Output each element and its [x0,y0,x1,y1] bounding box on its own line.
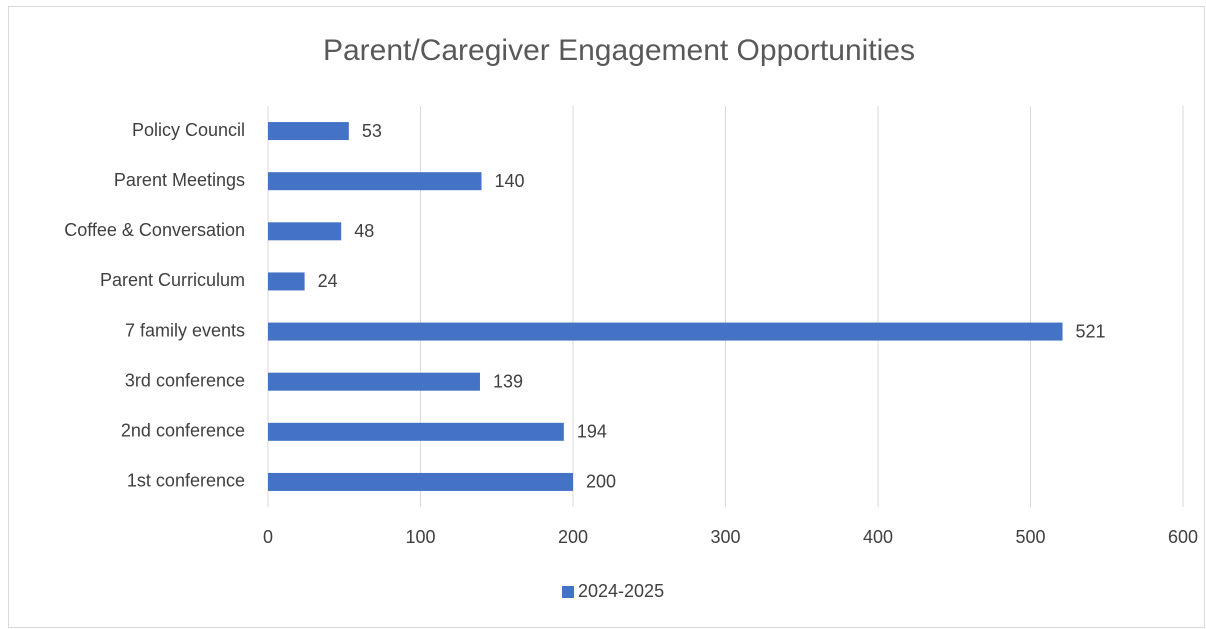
data-label: 200 [586,472,616,492]
bar [268,172,482,191]
y-tick-label: Coffee & Conversation [64,220,245,240]
y-tick-label: Parent Meetings [114,170,245,190]
chart-border [8,6,1205,628]
bar [268,122,349,141]
x-tick-label: 0 [263,527,273,547]
y-tick-label: Parent Curriculum [100,270,245,290]
bar [268,322,1063,341]
y-tick-label: 2nd conference [121,421,245,441]
x-tick-label: 200 [558,527,588,547]
data-label: 521 [1076,321,1106,341]
data-label: 53 [362,121,382,141]
x-tick-label: 600 [1168,527,1198,547]
bar [268,422,564,441]
legend-swatch [562,586,574,598]
bar [268,372,480,391]
bar [268,222,342,241]
x-tick-label: 300 [710,527,740,547]
chart-title: Parent/Caregiver Engagement Opportunitie… [323,34,915,67]
x-tick-label: 100 [405,527,435,547]
x-tick-label: 500 [1015,527,1045,547]
bar [268,472,573,491]
data-label: 194 [577,422,607,442]
y-tick-label: 7 family events [125,320,245,340]
y-tick-label: 1st conference [127,471,245,491]
data-label: 24 [318,271,338,291]
legend-label: 2024-2025 [578,581,664,601]
data-label: 139 [493,371,523,391]
y-tick-label: Policy Council [132,120,245,140]
data-label: 48 [354,221,374,241]
x-tick-label: 400 [863,527,893,547]
y-tick-label: 3rd conference [125,370,245,390]
data-label: 140 [495,171,525,191]
bar [268,272,305,291]
